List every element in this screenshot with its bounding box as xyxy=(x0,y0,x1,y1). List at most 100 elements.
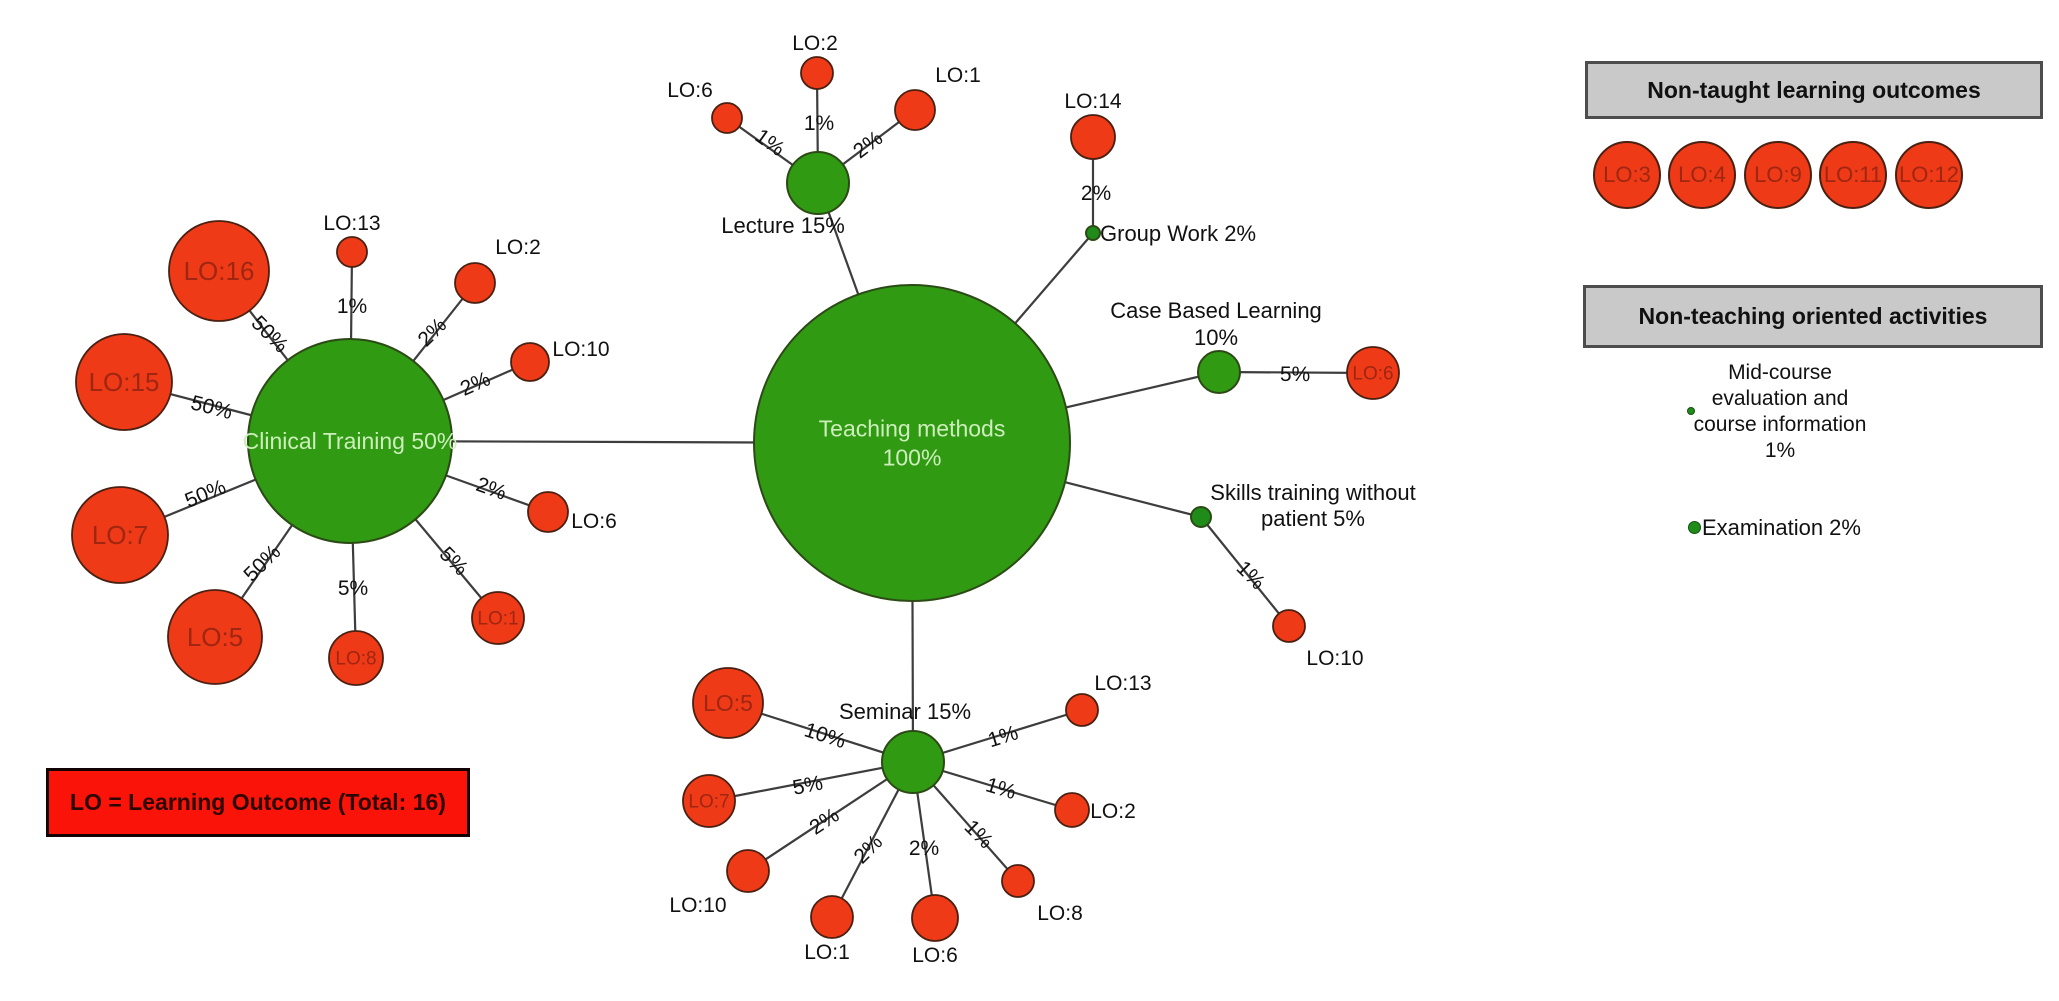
label-s-lo2: LO:2 xyxy=(1090,800,1136,823)
node-c-lo16 xyxy=(168,220,270,322)
pct-clinical-c-lo5: 50% xyxy=(239,540,285,586)
non-taught-header: Non-taught learning outcomes xyxy=(1585,61,2043,119)
pct-cbl-cb-lo6: 5% xyxy=(1280,363,1311,386)
pct-seminar-s-lo2: 1% xyxy=(983,773,1019,804)
label-s-lo10: LO:10 xyxy=(669,894,726,917)
non-teaching-header: Non-teaching oriented activities xyxy=(1583,285,2043,348)
node-s-lo6 xyxy=(911,894,959,942)
label-c-lo10: LO:10 xyxy=(552,338,609,361)
edge-seminar-s-lo7 xyxy=(708,760,914,803)
label-l-lo6: LO:6 xyxy=(667,79,713,102)
node-lo4-non-taught: LO:4 xyxy=(1668,141,1736,209)
node-skills xyxy=(1190,506,1212,528)
label-c-lo5: LO:5 xyxy=(187,622,243,652)
label-skills: Skills training without patient 5% xyxy=(1210,480,1415,531)
node-groupwork xyxy=(1085,225,1101,241)
node-s-lo8 xyxy=(1001,864,1035,898)
pct-clinical-c-lo10: 2% xyxy=(457,367,494,400)
label-s-lo8: LO:8 xyxy=(1037,902,1083,925)
pct-clinical-c-lo6: 2% xyxy=(473,473,509,505)
label-c-lo8: LO:8 xyxy=(335,649,376,670)
midcourse-line-2: evaluation and xyxy=(1711,387,1849,410)
node-c-lo6 xyxy=(527,491,569,533)
node-c-lo5 xyxy=(167,589,263,685)
node-seminar xyxy=(881,730,945,794)
midcourse-line-1: Mid-course xyxy=(1728,361,1832,384)
pct-seminar-s-lo1: 2% xyxy=(850,831,888,869)
node-c-lo2 xyxy=(454,262,496,304)
label-teaching: Teaching methods 100% xyxy=(819,416,1006,471)
node-lo9-non-taught: LO:9 xyxy=(1744,141,1812,209)
node-s-lo2 xyxy=(1054,792,1090,828)
node-l-lo6 xyxy=(711,102,743,134)
node-clinical xyxy=(247,338,453,544)
node-lo12-non-taught: LO:12 xyxy=(1895,141,1963,209)
label-lecture: Lecture 15% xyxy=(721,213,845,238)
node-c-lo13 xyxy=(336,236,368,268)
label-s-lo13: LO:13 xyxy=(1094,672,1151,695)
midcourse-dot-icon xyxy=(1687,407,1695,415)
edge-skills-sk-lo10 xyxy=(1200,516,1290,627)
label-c-lo16: LO:16 xyxy=(184,256,255,286)
examination-dot-icon xyxy=(1688,521,1701,534)
pct-clinical-c-lo13: 1% xyxy=(337,295,367,318)
node-l-lo1 xyxy=(894,89,936,131)
label-c-lo2: LO:2 xyxy=(495,236,541,259)
node-c-lo10 xyxy=(510,342,550,382)
pct-seminar-s-lo13: 1% xyxy=(985,721,1021,752)
label-s-lo5: LO:5 xyxy=(703,690,753,716)
edge-seminar-s-lo10 xyxy=(747,761,914,872)
node-lo3-non-taught: LO:3 xyxy=(1593,141,1661,209)
label-l-lo1: LO:1 xyxy=(935,64,981,87)
pct-seminar-s-lo10: 2% xyxy=(805,804,843,840)
node-s-lo1 xyxy=(810,895,854,939)
pct-clinical-c-lo7: 50% xyxy=(182,475,230,512)
label-cb-lo6: LO:6 xyxy=(1352,364,1393,385)
node-c-lo7 xyxy=(71,486,169,584)
label-s-lo7: LO:7 xyxy=(688,792,729,813)
pct-clinical-c-lo16: 50% xyxy=(247,311,293,357)
examination-label: Examination 2% xyxy=(1702,515,1861,540)
label-cbl: Case Based Learning 10% xyxy=(1110,298,1322,350)
node-lo14 xyxy=(1070,114,1116,160)
node-cbl xyxy=(1197,350,1241,394)
label-c-lo1: LO:1 xyxy=(477,609,518,630)
pct-lecture-l-lo1: 2% xyxy=(849,126,887,163)
label-lo14: LO:14 xyxy=(1064,90,1122,113)
pct-clinical-c-lo8: 5% xyxy=(338,577,368,600)
midcourse-line-4: 1% xyxy=(1764,439,1796,462)
pct-lecture-l-lo6: 1% xyxy=(751,125,789,161)
node-sk-lo10 xyxy=(1272,609,1306,643)
pct-seminar-s-lo7: 5% xyxy=(791,771,825,799)
label-seminar: Seminar 15% xyxy=(839,699,971,724)
midcourse-label: Mid-course evaluation and course informa… xyxy=(1660,360,1900,464)
node-l-lo2 xyxy=(800,56,834,90)
legend-box: LO = Learning Outcome (Total: 16) xyxy=(46,768,470,837)
label-c-lo7: LO:7 xyxy=(92,520,148,550)
node-s-lo10 xyxy=(726,849,770,893)
node-lecture xyxy=(786,151,850,215)
node-cb-lo6 xyxy=(1346,346,1400,400)
midcourse-line-3: course information xyxy=(1693,413,1867,436)
label-s-lo6: LO:6 xyxy=(912,944,958,967)
label-l-lo2: LO:2 xyxy=(792,32,838,55)
label-clinical: Clinical Training 50% xyxy=(243,428,458,454)
node-s-lo7 xyxy=(682,774,736,828)
label-s-lo1: LO:1 xyxy=(804,941,850,964)
node-s-lo5 xyxy=(692,667,764,739)
pct-clinical-c-lo15: 50% xyxy=(188,391,234,424)
node-s-lo13 xyxy=(1065,693,1099,727)
label-c-lo15: LO:15 xyxy=(89,367,160,397)
pct-groupwork-lo14: 2% xyxy=(1081,182,1111,205)
label-c-lo13: LO:13 xyxy=(323,212,380,235)
label-c-lo6: LO:6 xyxy=(571,510,617,533)
node-lo11-non-taught: LO:11 xyxy=(1819,141,1887,209)
node-c-lo1 xyxy=(471,591,525,645)
label-groupwork: Group Work 2% xyxy=(1100,221,1256,246)
pct-seminar-s-lo6: 2% xyxy=(909,837,939,860)
label-sk-lo10: LO:10 xyxy=(1306,647,1363,670)
node-c-lo15 xyxy=(75,333,173,431)
node-c-lo8 xyxy=(328,630,384,686)
